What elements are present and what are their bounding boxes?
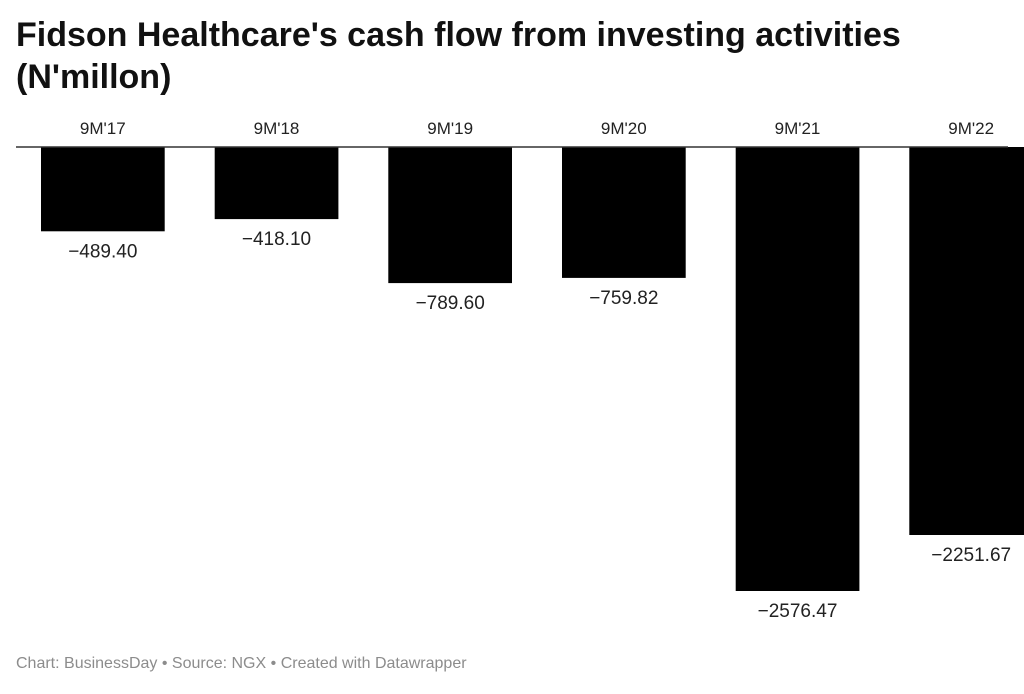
value-label: −2251.67 [931,545,1011,566]
bar-9M'19 [388,147,512,284]
footer-separator: • [161,655,168,672]
bar-9M'20 [562,147,686,278]
value-labels: −489.40 −418.10 −789.60 −759.82 −2576.47 −225… [68,229,1011,622]
footer-separator: • [270,655,277,672]
value-label: −789.60 [416,293,485,314]
source-credit: Source: NGX [171,655,267,672]
category-label: 9M'19 [427,119,473,138]
category-label: 9M'20 [601,119,647,138]
chart-footer: Chart: BusinessDay • Source: NGX • Creat… [16,655,467,673]
bar-9M'21 [735,147,860,591]
category-label: 9M'18 [254,119,300,138]
value-label: −2576.47 [758,601,838,622]
category-label: 9M'22 [948,119,994,138]
bars-group [41,147,1024,591]
bar-9M'17 [41,147,165,232]
bar-9M'18 [214,147,339,220]
category-tick-labels: 9M'17 9M'18 9M'19 9M'20 9M'21 9M'22 [80,119,994,138]
value-label: −489.40 [68,241,137,262]
bar-9M'22 [909,147,1024,535]
chart-title: Fidson Healthcare's cash flow from inves… [16,16,901,96]
value-label: −759.82 [589,288,658,309]
category-label: 9M'17 [80,119,126,138]
value-label: −418.10 [242,229,311,250]
category-label: 9M'21 [775,119,821,138]
tool-credit: Created with Datawrapper [280,655,467,672]
chart-credit: Chart: BusinessDay [16,655,158,672]
